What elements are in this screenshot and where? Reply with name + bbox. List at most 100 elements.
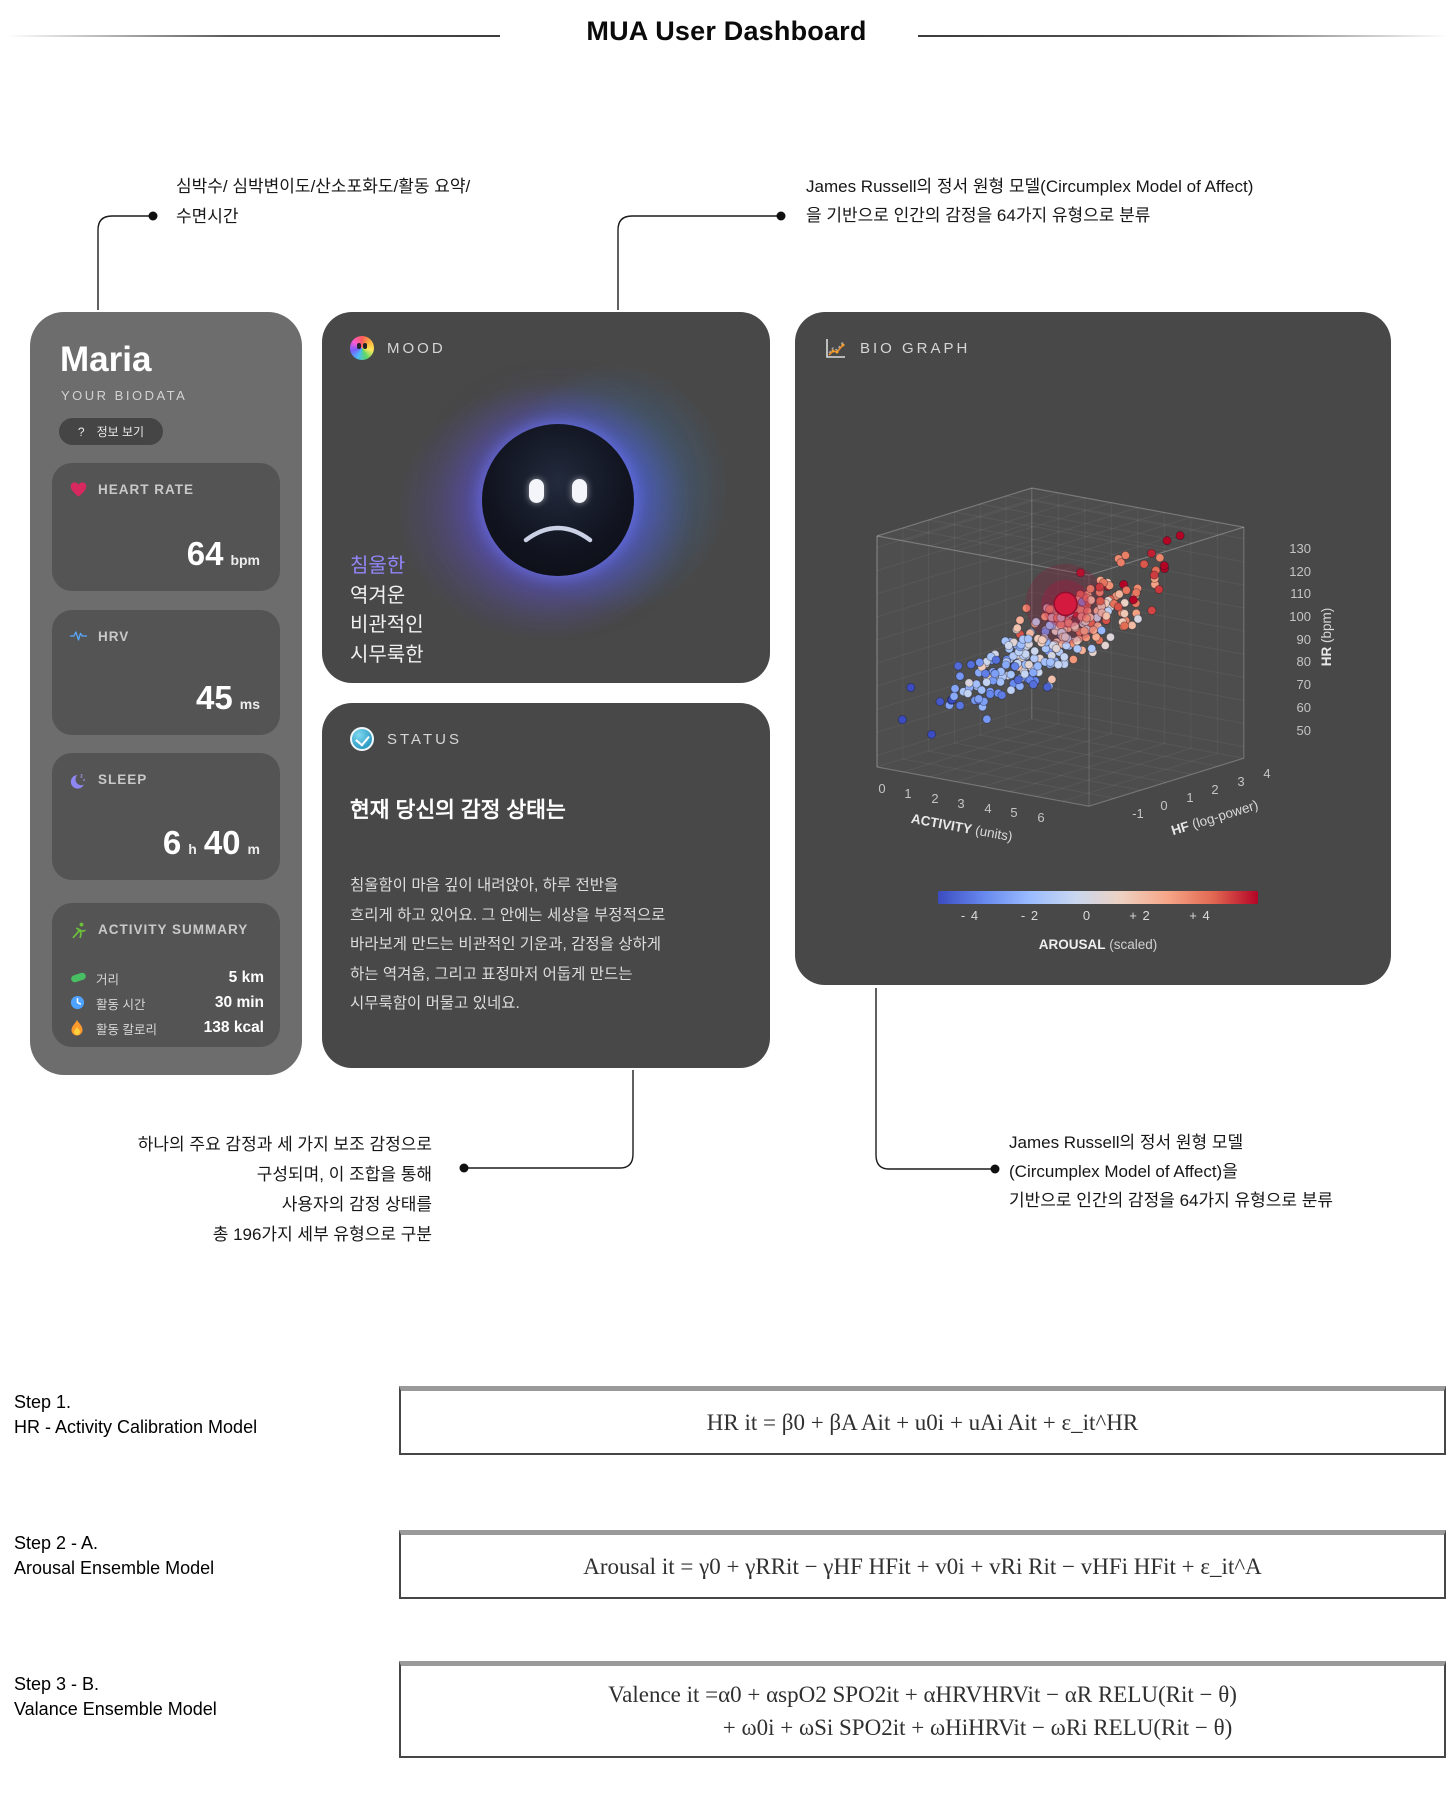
annotation-line: 심박수/ 심박변이도/산소포화도/활동 요약/ <box>176 177 471 196</box>
runner-icon <box>70 921 87 939</box>
scatter3d-plot: 0 1 2 3 4 5 6 ACTIVITY (units) -1 0 1 2 … <box>876 487 1334 844</box>
calories-row: 활동 칼로리 138 kcal <box>70 1018 264 1038</box>
heart-rate-value: 64 <box>186 535 224 572</box>
svg-text:2: 2 <box>1211 782 1218 797</box>
calories-label: 활동 칼로리 <box>96 1022 157 1037</box>
mood-face-icon <box>350 336 374 360</box>
status-line: 흐리게 하고 있어요. 그 안에는 세상을 부정적으로 <box>350 906 666 924</box>
annotation-line: 사용자의 감정 상태를 <box>281 1195 432 1214</box>
sleep-card: z z SLEEP 6 h 40 m <box>52 753 280 880</box>
hf-axis-label: HF (log-power) <box>1169 797 1259 838</box>
mood-panel: MOOD 침울한 역겨운 비관적인 시무룩한 <box>322 312 770 683</box>
question-icon: ? <box>77 424 85 439</box>
scatter-points <box>897 531 1185 740</box>
svg-text:z: z <box>80 774 83 780</box>
hrv-value: 45 <box>196 679 233 716</box>
status-panel-label: STATUS <box>387 730 462 748</box>
face-eye-right <box>572 479 587 503</box>
hrv-card: HRV 45 ms <box>52 610 280 735</box>
activity-summary-card: ACTIVITY SUMMARY 거리 5 km 활동 시간 30 min <box>52 903 280 1047</box>
sleep-minutes: 40 <box>203 824 241 861</box>
svg-text:4: 4 <box>1263 766 1270 781</box>
status-line: 바라보게 만드는 비관적인 기운과, 감정을 상하게 <box>350 936 662 953</box>
callout-line-status <box>464 1070 634 1169</box>
annotation-line: 하나의 주요 감정과 세 가지 보조 감정으로 <box>137 1135 432 1154</box>
colorbar-tick: 0 <box>1082 908 1092 923</box>
biograph-panel: 0 1 2 3 4 5 6 ACTIVITY (units) -1 0 1 2 … <box>795 312 1391 985</box>
heart-rate-label: HEART RATE <box>98 482 194 497</box>
step-title: Valance Ensemble Model <box>14 1699 217 1719</box>
colorbar-tick: + 4 <box>1189 908 1211 923</box>
heart-rate-card: HEART RATE 64 bpm <box>52 463 280 591</box>
activity-axis-label: ACTIVITY (units) <box>910 811 1014 844</box>
distance-value: 5 km <box>228 969 264 986</box>
status-line: 침울함이 마음 깊이 내려앉아, 하루 전반을 <box>350 877 619 894</box>
line-chart-icon <box>823 336 847 360</box>
callout-dot-status <box>459 1163 469 1173</box>
sad-face <box>482 424 634 576</box>
annotation-biodata: 심박수/ 심박변이도/산소포화도/활동 요약/ 수면시간 <box>176 172 470 232</box>
flame-icon <box>70 1019 87 1037</box>
annotation-line: 기반으로 인간의 감정을 64가지 유형으로 분류 <box>1009 1191 1334 1210</box>
step-title: Arousal Ensemble Model <box>14 1558 215 1578</box>
shoe-icon <box>70 970 87 987</box>
face-eye-left <box>529 479 544 503</box>
status-heading: 현재 당신의 감정 상태는 <box>350 798 566 822</box>
sleep-hours: 6 <box>162 824 182 861</box>
distance-label: 거리 <box>96 972 120 987</box>
svg-text:0: 0 <box>878 781 885 796</box>
sleep-minutes-unit: m <box>247 841 260 857</box>
svg-text:-1: -1 <box>1132 806 1144 821</box>
svg-text:5: 5 <box>1010 805 1017 820</box>
svg-text:60: 60 <box>1297 700 1311 715</box>
callout-dot-biograph <box>990 1164 1000 1174</box>
annotation-status-model: 하나의 주요 감정과 세 가지 보조 감정으로 구성되며, 이 조합을 통해 사… <box>138 1130 432 1250</box>
callout-dot-mood <box>776 211 786 221</box>
page-title: MUA User Dashboard <box>586 16 867 46</box>
step1-label: Step 1. HR - Activity Calibration Model <box>14 1390 384 1440</box>
equation: Valence it =α0 + αspO2 SPO2it + αHRVHRVi… <box>608 1682 1237 1707</box>
hrv-label: HRV <box>98 629 130 644</box>
active-time-row: 활동 시간 30 min <box>70 993 264 1013</box>
info-button[interactable]: ? 정보 보기 <box>59 418 163 445</box>
info-button-label: 정보 보기 <box>96 425 145 439</box>
step-number: Step 3 - B. <box>14 1674 100 1694</box>
status-line: 하는 역겨움, 그리고 표정마저 어둡게 만드는 <box>350 965 633 983</box>
check-badge-icon <box>350 727 374 751</box>
colorbar-caption: AROUSAL (scaled) <box>1038 937 1158 952</box>
highlight-point <box>1053 591 1078 617</box>
svg-text:90: 90 <box>1297 632 1311 647</box>
heart-rate-unit: bpm <box>230 552 260 568</box>
svg-text:0: 0 <box>1160 798 1167 813</box>
step2-label: Step 2 - A. Arousal Ensemble Model <box>14 1531 384 1581</box>
face-frown <box>523 525 593 543</box>
biodata-subtitle: YOUR BIODATA <box>61 388 188 403</box>
mood-word: 비관적인 <box>350 614 424 636</box>
equation-box-1: HR it = β0 + βA Ait + u0i + uAi Ait + ε_… <box>399 1386 1446 1455</box>
annotation-line: 을 기반으로 인간의 감정을 64가지 유형으로 분류 <box>806 206 1151 225</box>
equation: + ω0i + ωSi SPO2it + ωHiHRVit − ωRi RELU… <box>722 1715 1233 1740</box>
annotation-line: 수면시간 <box>176 207 239 226</box>
svg-text:1: 1 <box>1186 790 1193 805</box>
status-line: 시무룩함이 머물고 있네요. <box>350 995 520 1012</box>
annotation-biograph-model: James Russell의 정서 원형 모델 (Circumplex Mode… <box>1009 1128 1333 1215</box>
activity-axis-ticks: 0 1 2 3 4 5 6 <box>878 781 1044 825</box>
equation: Arousal it = γ0 + γRRit − γHF HFit + v0i… <box>583 1553 1262 1579</box>
activity-summary-label: ACTIVITY SUMMARY <box>98 922 249 937</box>
svg-text:110: 110 <box>1290 586 1311 601</box>
distance-row: 거리 5 km <box>70 968 264 988</box>
step-title: HR - Activity Calibration Model <box>14 1417 258 1437</box>
annotation-line: James Russell의 정서 원형 모델 <box>1009 1133 1244 1152</box>
equation-box-2: Arousal it = γ0 + γRRit − γHF HFit + v0i… <box>399 1530 1446 1599</box>
clock-icon <box>70 995 87 1012</box>
mood-word: 시무룩한 <box>350 643 424 666</box>
mood-word-list: 침울한 역겨운 비관적인 시무룩한 <box>350 552 424 670</box>
status-panel: STATUS 현재 당신의 감정 상태는 침울함이 마음 깊이 내려앉아, 하루… <box>322 703 770 1068</box>
svg-text:4: 4 <box>984 801 991 816</box>
colorbar-tick: - 2 <box>1020 908 1040 923</box>
moon-icon: z z <box>70 771 87 789</box>
biodata-panel: Maria YOUR BIODATA ? 정보 보기 HEART RATE 64… <box>30 312 302 1075</box>
svg-text:130: 130 <box>1289 541 1311 556</box>
svg-text:120: 120 <box>1289 564 1311 579</box>
